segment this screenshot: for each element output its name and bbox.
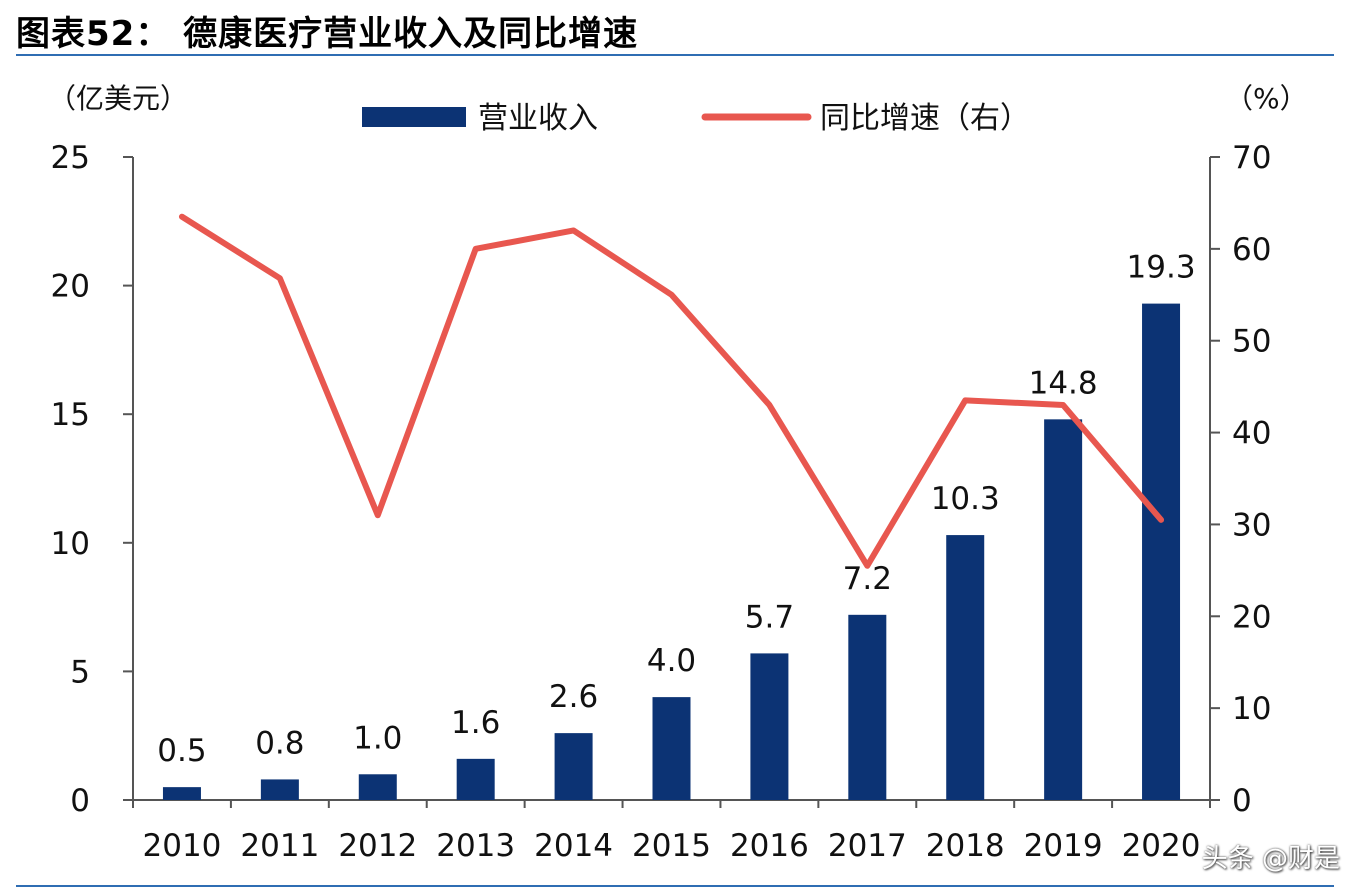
right-tick-label: 50: [1232, 324, 1271, 360]
top-rule: [16, 54, 1334, 56]
revenue-bar: [848, 614, 887, 800]
growth-point: [669, 292, 674, 297]
growth-line: [178, 213, 1165, 569]
x-tick-label: 2020: [1122, 828, 1201, 864]
revenue-bar: [1044, 419, 1083, 800]
revenue-data-label: 1.0: [353, 720, 402, 756]
revenue-data-label: 14.8: [1029, 365, 1098, 401]
right-tick-label: 0: [1232, 783, 1252, 819]
revenue-data-label: 19.3: [1127, 250, 1196, 286]
right-tick-label: 20: [1232, 599, 1271, 635]
x-tick-label: 2010: [143, 828, 222, 864]
growth-point: [1061, 403, 1066, 408]
growth-point: [1159, 517, 1164, 522]
x-tick-label: 2016: [730, 828, 809, 864]
left-tick-label: 15: [51, 397, 90, 433]
revenue-data-label: 0.8: [255, 725, 304, 761]
right-tick-label: 70: [1232, 140, 1271, 176]
revenue-bar: [358, 774, 397, 800]
revenue-bar: [946, 535, 985, 800]
growth-point: [767, 403, 772, 408]
chart-title: 图表52： 德康医疗营业收入及同比增速: [16, 14, 639, 54]
revenue-data-label: 1.6: [451, 705, 500, 741]
x-tick-label: 2018: [926, 828, 1005, 864]
left-tick-label: 5: [70, 654, 90, 690]
right-axis-unit: （%）: [1225, 82, 1308, 115]
revenue-bar: [750, 653, 789, 800]
x-tick-label: 2015: [632, 828, 711, 864]
revenue-data-label: 7.2: [843, 561, 892, 597]
revenue-bar: [652, 697, 691, 800]
left-tick-label: 20: [51, 269, 90, 305]
revenue-data-label: 5.7: [745, 599, 794, 635]
x-tick-label: 2011: [240, 828, 319, 864]
right-tick-label: 60: [1232, 232, 1271, 268]
legend-line-label: 同比增速（右）: [820, 101, 1030, 136]
left-tick-label: 10: [51, 526, 90, 562]
revenue-bar: [260, 779, 299, 800]
growth-point: [473, 246, 478, 251]
legend-bar-swatch: [362, 107, 466, 127]
revenue-data-label: 2.6: [549, 679, 598, 715]
left-tick-label: 0: [70, 783, 90, 819]
x-tick-label: 2014: [534, 828, 613, 864]
x-tick-label: 2019: [1024, 828, 1103, 864]
growth-point: [375, 513, 380, 518]
growth-point: [179, 214, 184, 219]
growth-point: [963, 398, 968, 403]
x-tick-label: 2017: [828, 828, 907, 864]
left-axis-unit: （亿美元）: [48, 82, 188, 115]
revenue-data-label: 10.3: [931, 481, 1000, 517]
growth-point: [277, 276, 282, 281]
left-tick-label: 25: [51, 140, 90, 176]
revenue-bar: [162, 787, 201, 800]
growth-point: [571, 228, 576, 233]
growth-point: [865, 563, 870, 568]
revenue-bar: [554, 733, 593, 800]
bottom-rule: [16, 885, 1334, 887]
right-tick-label: 10: [1232, 691, 1271, 727]
x-tick-label: 2012: [338, 828, 417, 864]
revenue-data-label: 4.0: [647, 643, 696, 679]
revenue-data-label: 0.5: [157, 733, 206, 769]
x-tick-label: 2013: [436, 828, 515, 864]
right-tick-label: 40: [1232, 416, 1271, 452]
right-tick-label: 30: [1232, 507, 1271, 543]
watermark: 头条 @财是: [1201, 844, 1340, 874]
revenue-bar: [1142, 303, 1181, 800]
legend-bar-label: 营业收入: [478, 101, 598, 136]
revenue-bar: [456, 758, 495, 800]
